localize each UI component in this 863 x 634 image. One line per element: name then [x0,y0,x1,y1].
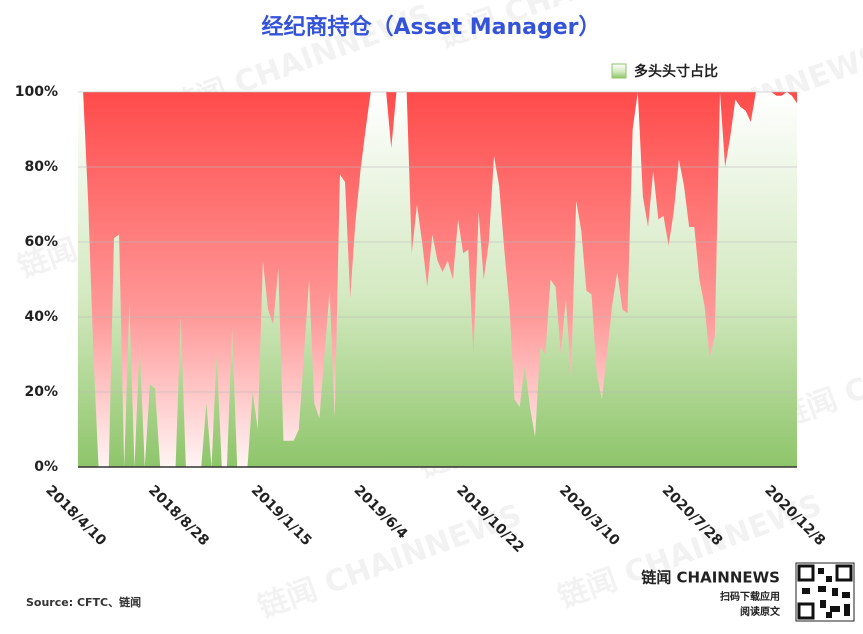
brand: 链闻 CHAINNEWS [641,569,780,587]
x-tick-label: 2019/1/15 [248,482,315,549]
brand-line: 扫码下载应用 [720,590,780,603]
plot-area: 0% 20% 40% 60% 80% 100% 2018/4/10 2018/8/28 2019… [15,84,828,556]
y-tick-label: 80% [24,159,58,175]
series-area [78,92,797,467]
y-tick-label: 40% [24,309,58,325]
y-tick-label: 100% [15,84,58,100]
legend-label: 多头头寸占比 [634,63,718,80]
brand-line: 阅读原文 [740,605,781,618]
x-tick-label: 2018/8/28 [145,482,212,549]
y-tick-label: 60% [24,234,58,250]
y-tick-label: 0% [34,459,58,475]
legend-swatch [611,63,627,79]
y-tick-label: 20% [24,384,58,400]
x-tick-label: 2019/6/4 [350,482,410,542]
x-tick-label: 2018/4/10 [42,482,109,549]
chart-title: 经纪商持仓（Asset Manager） [261,14,600,40]
x-tick-label: 2020/3/10 [556,482,623,549]
qr-code [795,562,855,622]
source: Source: CFTC、链闻 [26,595,141,609]
